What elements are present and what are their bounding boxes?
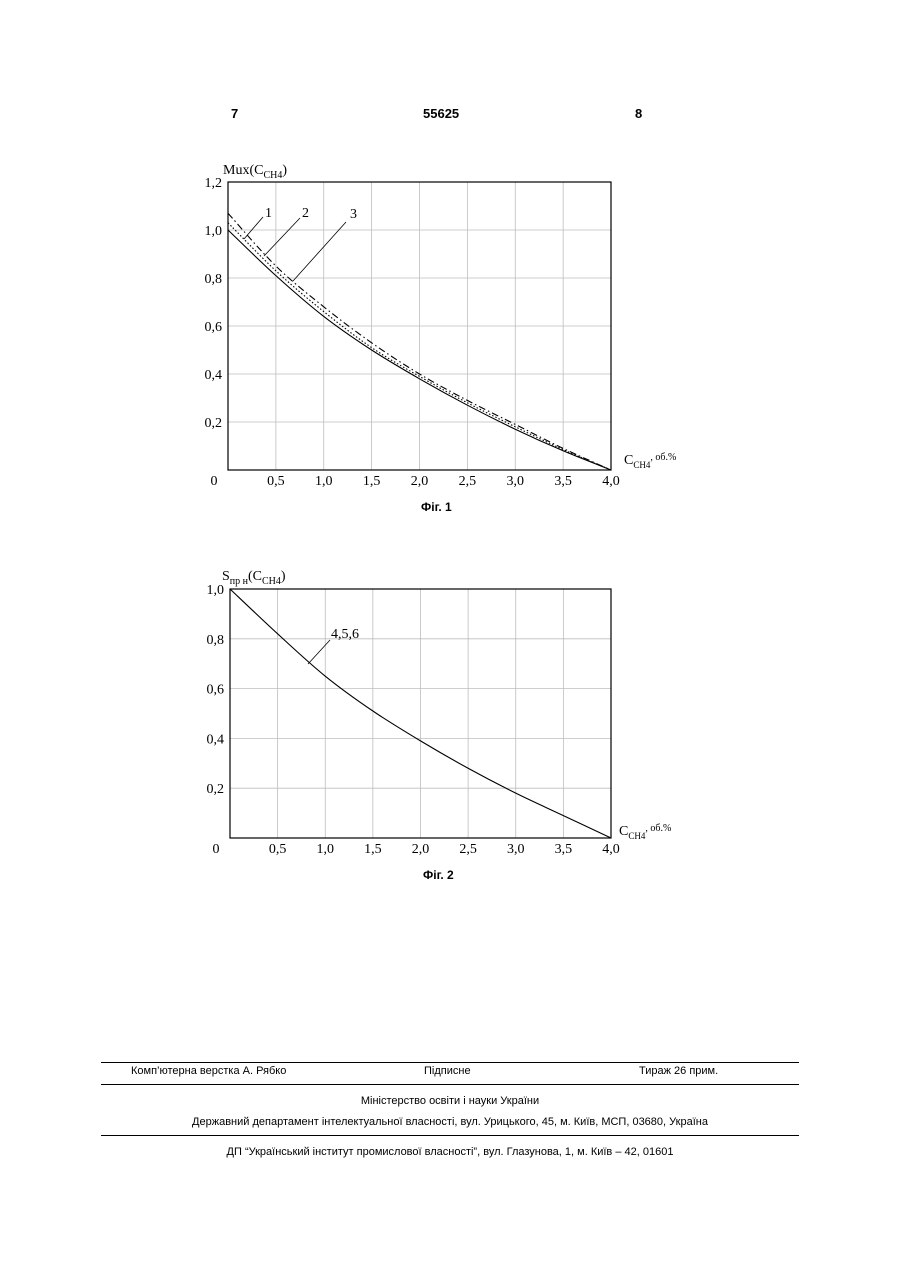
x-tick-label: 3,0	[507, 842, 525, 857]
footer-department: Державний департамент інтелектуальної вл…	[101, 1116, 799, 1128]
y-tick-label: 0,6	[207, 683, 225, 698]
series-leader-line	[308, 640, 330, 664]
y-tick-label: 1,0	[207, 583, 225, 598]
footer-ministry: Міністерство освіти і науки України	[101, 1095, 799, 1107]
x-tick-label: 0,5	[269, 842, 287, 857]
footer-circulation: Тираж 26 прим.	[639, 1065, 718, 1077]
x-tick-label: 1,5	[364, 842, 382, 857]
footer-rule-bottom	[101, 1135, 799, 1136]
footer-institute: ДП “Український інститут промислової вла…	[101, 1146, 799, 1158]
x-tick-label: 4,0	[602, 842, 620, 857]
x-tick-label: 2,0	[412, 842, 430, 857]
x-tick-label: 1,0	[317, 842, 335, 857]
footer-rule-top	[101, 1062, 799, 1063]
x-tick-label: 2,5	[459, 842, 477, 857]
y-tick-label: 0,2	[207, 782, 225, 797]
y-tick-label: 0,8	[207, 633, 225, 648]
footer-signed: Підписне	[424, 1065, 471, 1077]
y-tick-label: 0,4	[207, 732, 225, 747]
x-tick-label: 0	[213, 842, 220, 857]
figure-2-caption: Фіг. 2	[423, 868, 454, 882]
figure-2-chart: 0 0,5 1,0 1,5 2,0 2,5 3,0 3,5 4,0 0,2 0,4 0,6 0,8 1,0…	[0, 0, 901, 880]
footer-rule-middle	[101, 1084, 799, 1085]
footer-layout-credit: Комп’ютерна верстка А. Рябко	[131, 1065, 286, 1077]
x-axis-label: CCH4, об.%	[619, 823, 671, 841]
x-tick-label: 3,5	[555, 842, 573, 857]
series-label: 4,5,6	[331, 627, 359, 642]
y-axis-label: Sпр н(CCH4)	[222, 569, 286, 587]
